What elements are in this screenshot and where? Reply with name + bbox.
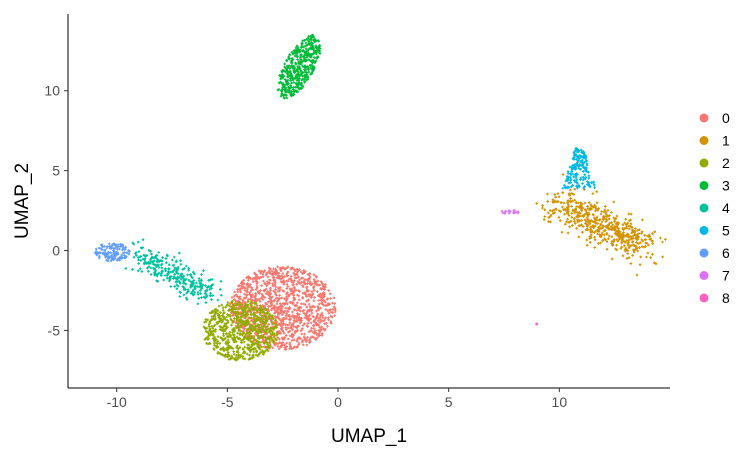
legend-label: 3 [722,178,730,194]
legend-item: 8 [699,290,730,306]
legend-label: 6 [722,245,730,261]
x-ticks: -10 -5 0 5 10 [107,388,568,410]
legend-key [699,181,709,190]
cluster-4-points [124,238,223,306]
legend-item: 7 [699,268,730,284]
legend-label: 7 [722,268,730,284]
cluster-5-marks [561,147,596,190]
cluster-1-points [535,173,667,277]
legend: 0 1 2 3 4 5 6 7 8 [699,110,730,306]
legend-label: 8 [722,290,730,306]
legend-label: 0 [722,110,730,126]
legend-key [699,136,709,145]
legend-key [699,226,709,235]
cluster-2-marks [202,299,279,362]
x-tick-label: -10 [107,394,127,410]
cluster-2-points [202,299,279,362]
legend-item: 1 [699,133,730,149]
cluster-3-marks [276,33,322,100]
legend-key [699,271,709,280]
legend-key [699,248,709,258]
cluster-3-points [276,33,322,100]
legend-item: 6 [699,245,730,261]
legend-item: 0 [699,110,730,126]
legend-label: 1 [722,133,730,149]
legend-item: 2 [699,155,730,171]
cluster-6-points [93,242,131,263]
legend-label: 2 [722,155,730,171]
y-ticks: -5 0 5 10 [44,83,68,338]
legend-label: 4 [722,200,730,216]
points-layer [93,33,667,362]
legend-key [699,203,709,213]
y-tick-label: -5 [48,322,61,338]
x-tick-label: 5 [445,394,453,410]
cluster-7-marks [500,209,520,215]
legend-item: 3 [699,178,730,194]
y-axis-title: UMAP_2 [12,163,33,239]
cluster-5-points [561,147,596,190]
legend-item: 5 [699,223,730,239]
y-tick-label: 5 [52,163,60,179]
x-tick-label: 0 [334,394,342,410]
y-tick-label: 10 [44,83,60,99]
y-tick-label: 0 [52,243,60,259]
axes-layer: -10 -5 0 5 10 -5 0 5 10 UMAP_1 UMAP_2 [12,14,670,447]
cluster-8-points [535,322,539,326]
cluster-1-marks [535,173,667,277]
cluster-8-marks [535,322,539,326]
legend-label: 5 [722,223,730,239]
legend-key [699,113,709,123]
x-axis-title: UMAP_1 [331,426,407,447]
x-tick-label: -5 [221,394,234,410]
cluster-6-marks [93,242,131,263]
legend-key [699,158,709,168]
cluster-4-marks [124,238,223,306]
x-tick-label: 10 [552,394,568,410]
cluster-7-points [500,209,520,215]
legend-item: 4 [699,200,730,216]
legend-key [699,293,709,303]
